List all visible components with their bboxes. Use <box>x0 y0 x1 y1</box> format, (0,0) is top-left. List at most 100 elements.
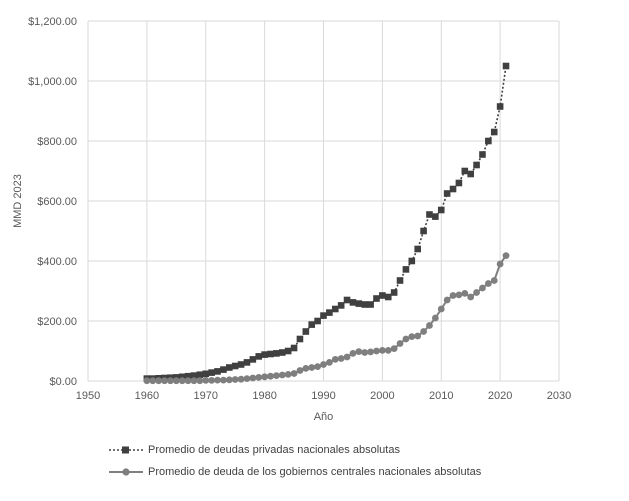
data-point <box>384 347 392 354</box>
data-point <box>390 345 398 352</box>
data-point <box>426 322 433 329</box>
data-point <box>184 377 192 385</box>
y-tick-label: $800.00 <box>37 136 77 148</box>
data-point <box>455 291 463 299</box>
data-point <box>449 185 457 193</box>
data-point <box>214 368 221 375</box>
data-point <box>172 377 180 385</box>
data-point <box>426 211 433 218</box>
legend-item-government-debt: Promedio de deuda de los gobiernos centr… <box>108 462 481 482</box>
data-point <box>473 289 480 296</box>
data-point <box>255 353 263 360</box>
data-point <box>343 296 351 304</box>
data-point <box>337 355 345 362</box>
data-point <box>496 103 504 110</box>
y-axis-label: MMD 2023 <box>12 174 24 228</box>
data-point <box>196 377 204 385</box>
x-tick-label: 1950 <box>76 390 100 402</box>
data-point <box>214 376 221 384</box>
data-point <box>273 350 280 357</box>
series-private-debt <box>143 62 510 382</box>
data-point <box>490 277 498 284</box>
data-point <box>231 362 239 370</box>
data-point <box>237 375 245 383</box>
data-point <box>161 377 168 385</box>
data-point <box>367 348 374 356</box>
legend-item-private-debt: Promedio de deudas privadas nacionales a… <box>108 440 481 460</box>
data-point <box>143 377 151 385</box>
data-point <box>461 290 469 297</box>
data-point <box>384 293 392 301</box>
data-point <box>196 371 204 378</box>
data-point <box>431 314 439 322</box>
data-point <box>261 373 269 381</box>
data-point <box>437 206 445 214</box>
data-point <box>273 372 280 379</box>
data-point <box>502 252 510 259</box>
data-point <box>408 333 416 340</box>
x-tick-label: 1960 <box>135 390 159 402</box>
y-tick-label: $1,000.00 <box>28 76 77 88</box>
data-point <box>320 312 327 319</box>
data-point <box>455 179 463 187</box>
data-point <box>449 292 457 299</box>
data-point <box>467 293 475 301</box>
data-point <box>378 347 386 354</box>
data-point <box>473 161 480 169</box>
data-point <box>390 289 398 296</box>
data-point <box>249 374 257 382</box>
data-point <box>490 128 498 136</box>
x-tick-label: 1970 <box>194 390 218 402</box>
data-point <box>178 373 186 381</box>
x-tick-label: 2000 <box>370 390 394 402</box>
data-point <box>437 305 445 313</box>
data-point <box>178 377 186 385</box>
data-point <box>402 266 410 273</box>
data-point <box>414 332 422 340</box>
data-point <box>496 260 504 268</box>
x-tick-label: 2020 <box>488 390 512 402</box>
data-point <box>149 377 157 385</box>
y-tick-label: $200.00 <box>37 316 77 328</box>
data-point <box>190 377 198 385</box>
data-point <box>420 227 427 235</box>
data-point <box>184 372 192 380</box>
data-point <box>331 305 339 313</box>
data-point <box>302 328 310 335</box>
data-point <box>190 372 198 379</box>
data-point <box>355 300 363 307</box>
x-tick-label: 2030 <box>547 390 571 402</box>
data-point <box>249 356 257 363</box>
data-point <box>225 376 233 384</box>
data-point <box>231 376 239 383</box>
y-tick-label: $1,200.00 <box>28 16 77 28</box>
data-point <box>267 350 274 358</box>
data-point <box>261 351 268 358</box>
data-point <box>243 359 251 366</box>
data-point <box>226 364 233 371</box>
data-point <box>432 213 439 220</box>
data-point <box>284 347 292 355</box>
data-point <box>314 317 321 325</box>
data-point <box>314 363 322 370</box>
data-point <box>443 190 451 197</box>
data-point <box>396 340 404 347</box>
y-tick-label: $0.00 <box>49 376 77 388</box>
data-point <box>349 299 357 306</box>
data-point <box>155 377 163 385</box>
data-point <box>237 361 245 368</box>
data-point <box>308 364 316 371</box>
data-point <box>349 350 357 357</box>
data-point <box>255 374 263 381</box>
data-point <box>267 372 274 380</box>
data-point <box>343 353 351 361</box>
data-point <box>467 170 474 178</box>
data-point <box>337 302 345 309</box>
legend-label-private-debt: Promedio de deudas privadas nacionales a… <box>148 444 400 456</box>
data-point <box>414 245 421 253</box>
y-tick-label: $400.00 <box>37 256 77 268</box>
data-point <box>220 376 227 384</box>
data-point <box>208 369 215 376</box>
data-point <box>502 62 510 70</box>
